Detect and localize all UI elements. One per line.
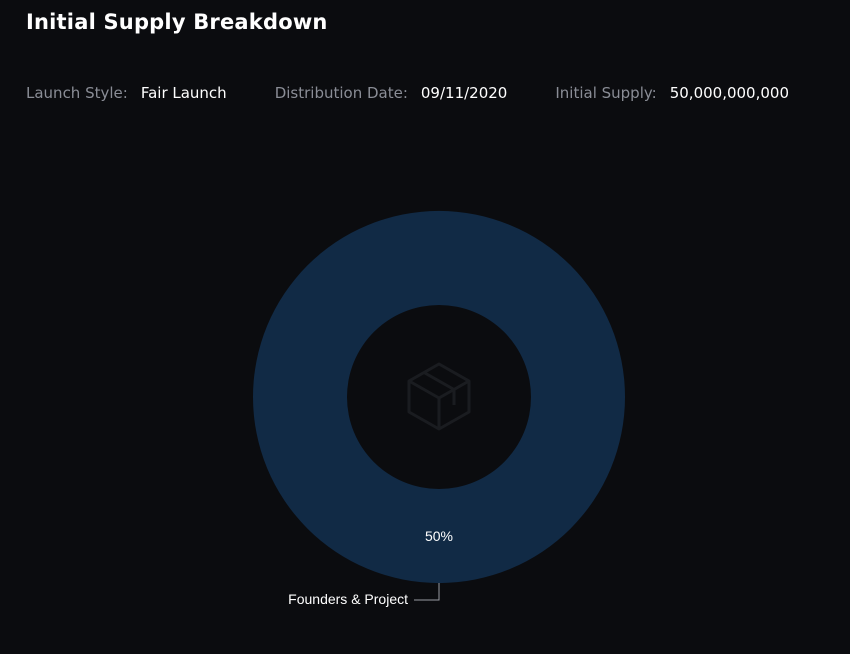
supply-meta-row: Launch Style: Fair Launch Distribution D… [26,84,837,102]
slices-layer [253,210,626,584]
meta-launch-style: Launch Style: Fair Launch [26,84,227,102]
slice-percent-label: 50% [425,528,453,544]
meta-value: 09/11/2020 [420,84,508,102]
meta-label: Initial Supply: [555,84,657,102]
page-title: Initial Supply Breakdown [26,10,328,34]
leader-line [414,583,440,601]
meta-label: Launch Style: [26,84,128,102]
meta-distribution-date: Distribution Date: 09/11/2020 [275,84,508,102]
meta-initial-supply: Initial Supply: 50,000,000,000 [555,84,789,102]
labels-layer: 50% Founders & Project [288,528,453,607]
cube-icon [407,362,471,431]
meta-value: Fair Launch [140,84,227,102]
slice-name-label: Founders & Project [288,591,408,607]
meta-value: 50,000,000,000 [669,84,790,102]
pie-slice[interactable] [253,210,626,584]
meta-label: Distribution Date: [274,84,408,102]
